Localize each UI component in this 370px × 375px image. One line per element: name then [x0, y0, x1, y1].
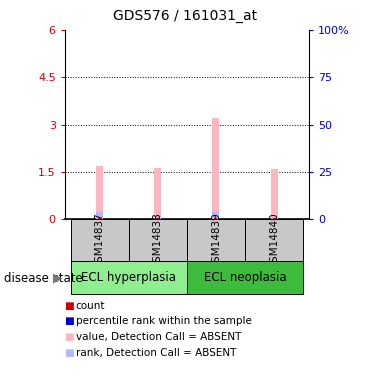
Text: GSM14840: GSM14840: [269, 213, 279, 269]
Bar: [212, 212, 219, 219]
Text: ▶: ▶: [53, 272, 62, 285]
Bar: [187, 261, 303, 294]
Bar: [129, 219, 187, 261]
Text: ■: ■: [64, 316, 73, 326]
Bar: [245, 219, 303, 261]
Bar: [215, 218, 218, 219]
Text: disease state: disease state: [4, 272, 83, 285]
Bar: [273, 218, 276, 219]
Text: percentile rank within the sample: percentile rank within the sample: [76, 316, 252, 326]
Text: GSM14837: GSM14837: [95, 213, 105, 269]
Bar: [187, 219, 245, 261]
Text: ■: ■: [64, 301, 73, 310]
Bar: [212, 118, 219, 219]
Text: GSM14839: GSM14839: [211, 213, 221, 269]
Text: ECL neoplasia: ECL neoplasia: [204, 271, 286, 284]
Bar: [71, 261, 187, 294]
Text: ■: ■: [64, 332, 73, 342]
Bar: [154, 168, 161, 219]
Text: ECL hyperplasia: ECL hyperplasia: [81, 271, 176, 284]
Bar: [71, 219, 129, 261]
Bar: [270, 217, 278, 219]
Text: GDS576 / 161031_at: GDS576 / 161031_at: [113, 9, 257, 23]
Bar: [154, 214, 161, 219]
Text: ■: ■: [64, 348, 73, 358]
Text: value, Detection Call = ABSENT: value, Detection Call = ABSENT: [76, 332, 241, 342]
Text: count: count: [76, 301, 105, 310]
Text: GSM14838: GSM14838: [153, 213, 163, 269]
Bar: [98, 218, 101, 219]
Bar: [96, 166, 103, 219]
Bar: [96, 212, 103, 219]
Bar: [157, 218, 159, 219]
Text: rank, Detection Call = ABSENT: rank, Detection Call = ABSENT: [76, 348, 236, 358]
Bar: [270, 169, 278, 219]
